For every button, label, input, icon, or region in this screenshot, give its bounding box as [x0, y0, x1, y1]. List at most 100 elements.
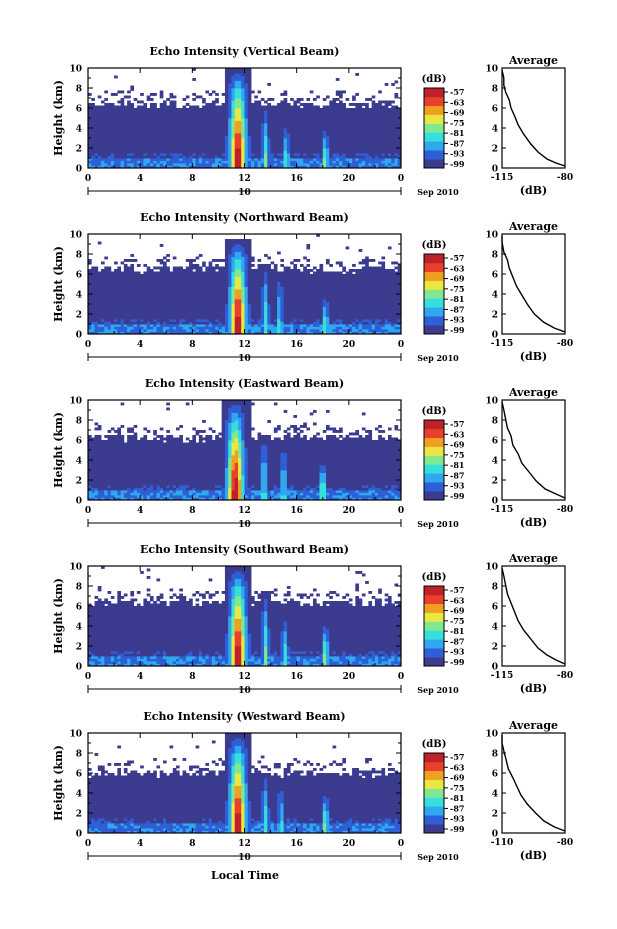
heatmap-cell: [212, 116, 216, 119]
heatmap-cell: [251, 294, 255, 297]
heatmap-cell: [137, 299, 141, 302]
heatmap-cell: [254, 158, 258, 161]
heatmap-cell: [225, 249, 229, 252]
heatmap-cell: [225, 312, 229, 315]
heatmap-cell: [264, 264, 268, 267]
heatmap-cell: [114, 294, 118, 297]
heatmap-cell: [388, 131, 392, 134]
heatmap-cell: [323, 123, 327, 126]
heatmap-cell: [235, 121, 239, 124]
heatmap-cell: [153, 146, 157, 149]
heatmap-cell: [326, 312, 330, 315]
heatmap-cell: [147, 309, 151, 312]
heatmap-cell: [192, 279, 196, 282]
heatmap-cell: [218, 111, 222, 114]
heatmap-cell: [121, 91, 125, 94]
heatmap-cell: [199, 148, 203, 151]
heatmap-cell: [271, 118, 275, 121]
heatmap-cell: [231, 287, 235, 290]
heatmap-cell: [117, 118, 121, 121]
heatmap-cell: [284, 101, 288, 104]
heatmap-cell: [124, 136, 128, 139]
heatmap-cell: [297, 324, 301, 327]
heatmap-cell: [235, 111, 239, 114]
heatmap-cell: [140, 116, 144, 119]
heatmap-cell: [258, 156, 262, 159]
heatmap-cell: [186, 143, 190, 146]
colorbar-segment: [424, 141, 444, 150]
heatmap-cell: [222, 143, 226, 146]
heatmap-cell: [98, 324, 102, 327]
heatmap-cell: [346, 138, 350, 141]
heatmap-cell: [143, 277, 147, 280]
heatmap-cell: [254, 138, 258, 141]
heatmap-cell: [137, 138, 141, 141]
heatmap-cell: [300, 277, 304, 280]
heatmap-cell: [150, 103, 154, 106]
heatmap-cell: [101, 284, 105, 287]
heatmap-cell: [153, 294, 157, 297]
heatmap-cell: [147, 128, 151, 131]
heatmap-cell: [143, 106, 147, 109]
heatmap-cell: [147, 297, 151, 300]
heatmap-cell: [127, 292, 131, 295]
heatmap-cell: [313, 123, 317, 126]
heatmap-cell: [355, 161, 359, 164]
heatmap-cell: [222, 131, 226, 134]
heatmap-cell: [280, 143, 284, 146]
heatmap-cell: [98, 322, 102, 325]
heatmap-cell: [342, 121, 346, 124]
heatmap-cell: [95, 289, 99, 292]
heatmap-cell: [212, 277, 216, 280]
heatmap-cell: [326, 158, 330, 161]
heatmap-cell: [248, 148, 252, 151]
heatmap-cell: [258, 106, 262, 109]
heatmap-cell: [205, 312, 209, 315]
heatmap-cell: [163, 319, 167, 322]
heatmap-cell: [264, 123, 268, 126]
heatmap-cell: [170, 101, 174, 104]
heatmap-cell: [156, 148, 160, 151]
heatmap-cell: [95, 158, 99, 161]
heatmap-cell: [290, 123, 294, 126]
heatmap-cell: [130, 279, 134, 282]
heatmap-cell: [290, 289, 294, 292]
heatmap-cell: [326, 274, 330, 277]
heatmap-cell: [319, 131, 323, 134]
heatmap-cell: [293, 161, 297, 164]
heatmap-cell: [101, 143, 105, 146]
heatmap-cell: [173, 302, 177, 305]
heatmap-cell: [245, 106, 249, 109]
heatmap-cell: [271, 163, 275, 166]
heatmap-cell: [329, 111, 333, 114]
heatmap-cell: [293, 314, 297, 317]
heatmap-cell: [225, 118, 229, 121]
heatmap-cell: [293, 304, 297, 307]
heatmap-cell: [365, 106, 369, 109]
heatmap-cell: [339, 128, 343, 131]
heatmap-cell: [147, 153, 151, 156]
heatmap-cell: [222, 163, 226, 166]
heatmap-cell: [104, 309, 108, 312]
heatmap-cell: [104, 277, 108, 280]
heatmap-cell: [114, 289, 118, 292]
heatmap-cell: [241, 153, 245, 156]
heatmap-cell: [303, 267, 307, 270]
heatmap-cell: [258, 284, 262, 287]
heatmap-cell: [104, 297, 108, 300]
heatmap-cell: [228, 116, 232, 119]
heatmap-cell: [199, 128, 203, 131]
heatmap-cell: [319, 299, 323, 302]
heatmap-cell: [111, 128, 115, 131]
heatmap-cell: [293, 322, 297, 325]
heatmap-cell: [277, 116, 281, 119]
heatmap-cell: [189, 289, 193, 292]
heatmap-cell: [394, 123, 398, 126]
heatmap-cell: [156, 108, 160, 111]
heatmap-cell: [163, 101, 167, 104]
heatmap-cell: [199, 312, 203, 315]
heatmap-cell: [176, 267, 180, 270]
heatmap-cell: [241, 116, 245, 119]
heatmap-cell: [326, 289, 330, 292]
heatmap-cell: [134, 304, 138, 307]
